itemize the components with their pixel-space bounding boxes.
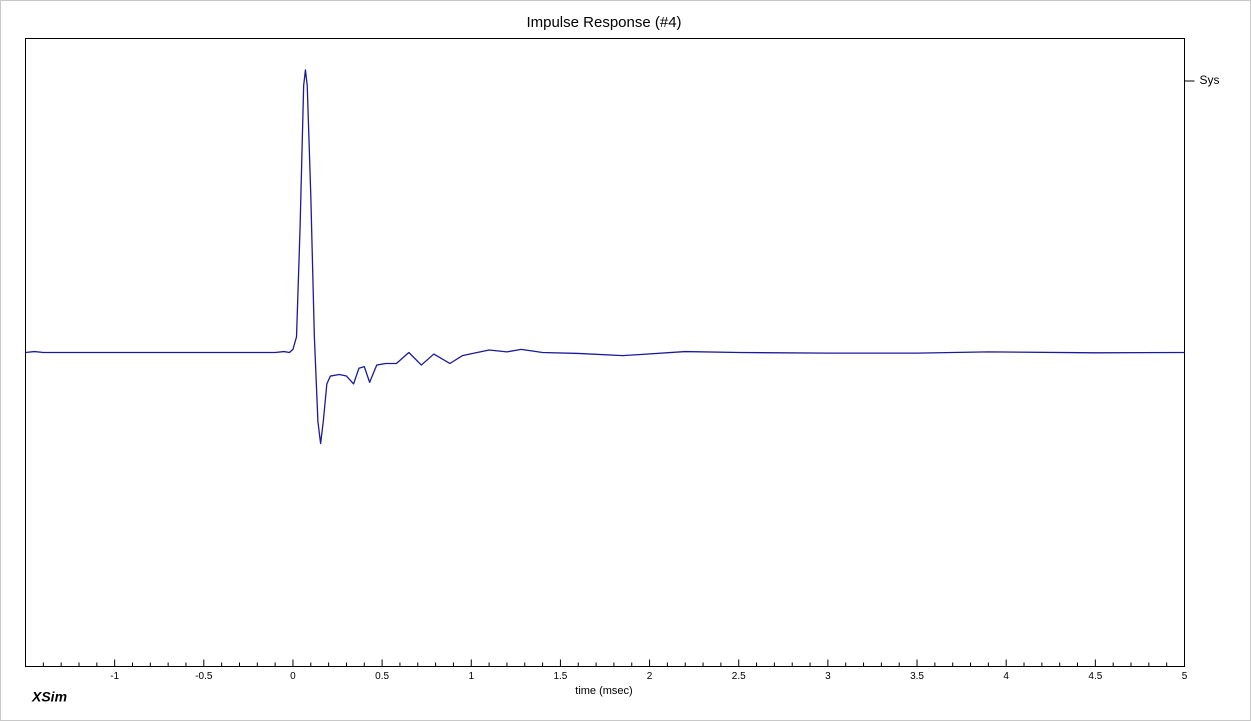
legend-label: Sys <box>1200 73 1220 87</box>
x-tick-label: 4 <box>1003 671 1009 682</box>
brand: XSim <box>31 689 67 705</box>
x-tick-label: 5 <box>1182 671 1188 682</box>
x-tick-label: -0.5 <box>195 671 213 682</box>
x-tick-label: 0.5 <box>375 671 389 682</box>
x-tick-label: 2 <box>647 671 653 682</box>
x-axis-label: time (msec) <box>575 685 632 697</box>
x-tick-label: -1 <box>110 671 119 682</box>
chart-title: Impulse Response (#4) <box>526 14 681 31</box>
x-tick-label: 0 <box>290 671 296 682</box>
x-tick-label: 3.5 <box>910 671 924 682</box>
x-tick-label: 1.5 <box>553 671 567 682</box>
x-tick-label: 3 <box>825 671 831 682</box>
x-tick-label: 1 <box>468 671 474 682</box>
x-tick-label: 2.5 <box>732 671 746 682</box>
x-tick-label: 4.5 <box>1088 671 1102 682</box>
series-line <box>25 69 1185 445</box>
